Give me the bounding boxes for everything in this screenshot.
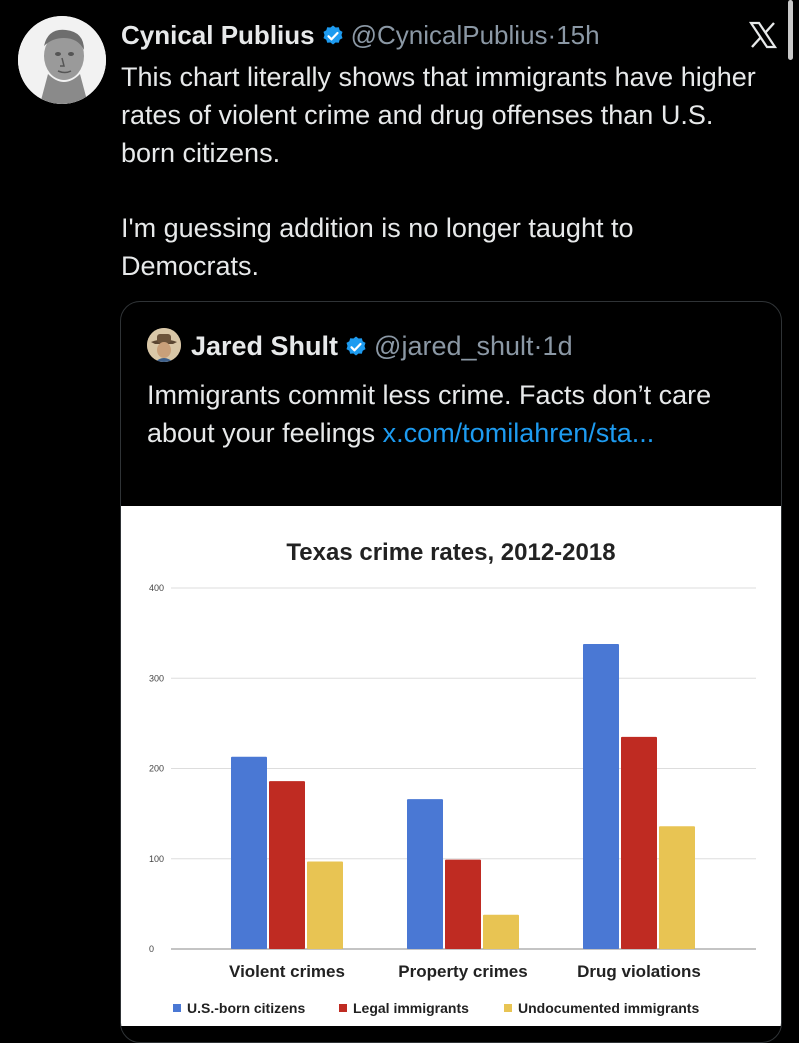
x-category-label: Drug violations [577, 962, 701, 981]
author-avatar[interactable] [18, 16, 106, 104]
scrollbar[interactable] [788, 0, 793, 60]
tweet-body: This chart literally shows that immigran… [121, 58, 771, 285]
y-tick-label: 0 [149, 944, 154, 954]
x-category-label: Violent crimes [229, 962, 345, 981]
cowboy-avatar-image [147, 328, 181, 362]
y-tick-label: 400 [149, 583, 164, 593]
tweet-header: Cynical Publius @CynicalPublius·15h [121, 18, 600, 52]
legend-label: Undocumented immigrants [518, 1000, 699, 1016]
bar [407, 799, 443, 949]
bar [307, 861, 343, 949]
bar [231, 756, 267, 949]
separator-dot: · [547, 20, 557, 50]
legend-swatch [504, 1004, 512, 1012]
author-handle[interactable]: @CynicalPublius [350, 20, 548, 50]
quoted-tweet-text: Immigrants commit less crime. Facts don’… [147, 380, 712, 448]
x-category-label: Property crimes [398, 962, 527, 981]
quoted-author-avatar[interactable] [147, 328, 181, 362]
bar [445, 859, 481, 949]
bust-portrait-image [18, 16, 106, 104]
quoted-author-handle[interactable]: @jared_shult [374, 331, 534, 361]
legend-label: U.S.-born citizens [187, 1000, 305, 1016]
x-logo-icon[interactable] [748, 20, 778, 50]
crime-rate-chart-image[interactable]: Texas crime rates, 2012-2018 0 100 200 300 40… [121, 506, 781, 1026]
verified-badge-icon [323, 25, 343, 45]
tweet-paragraph-1: This chart literally shows that immigran… [121, 62, 756, 168]
y-tick-label: 200 [149, 764, 164, 774]
bar [621, 736, 657, 949]
quoted-header: Jared Shult @jared_shult·1d [191, 328, 573, 364]
verified-badge-icon [346, 336, 366, 356]
tweet-time[interactable]: 15h [556, 20, 600, 50]
chart-title: Texas crime rates, 2012-2018 [286, 539, 615, 566]
legend-label: Legal immigrants [353, 1000, 469, 1016]
bar-chart: Texas crime rates, 2012-2018 0 100 200 300 40… [149, 539, 756, 1016]
quoted-tweet-card[interactable]: Jared Shult @jared_shult·1d Immigrants c… [120, 301, 782, 1043]
bar [659, 826, 695, 949]
quoted-tweet-link[interactable]: x.com/tomilahren/sta... [382, 418, 655, 448]
quoted-tweet-time[interactable]: 1d [542, 331, 573, 361]
legend-swatch [339, 1004, 347, 1012]
separator-dot: · [533, 331, 543, 361]
tweet-paragraph-2: I'm guessing addition is no longer taugh… [121, 213, 634, 281]
y-tick-label: 300 [149, 673, 164, 683]
legend-swatch [173, 1004, 181, 1012]
author-name[interactable]: Cynical Publius [121, 20, 315, 50]
y-tick-label: 100 [149, 854, 164, 864]
bar [269, 781, 305, 949]
quoted-author-name[interactable]: Jared Shult [191, 331, 339, 361]
bar [483, 914, 519, 949]
quoted-tweet-body: Immigrants commit less crime. Facts don’… [147, 376, 747, 452]
bar [583, 643, 619, 949]
